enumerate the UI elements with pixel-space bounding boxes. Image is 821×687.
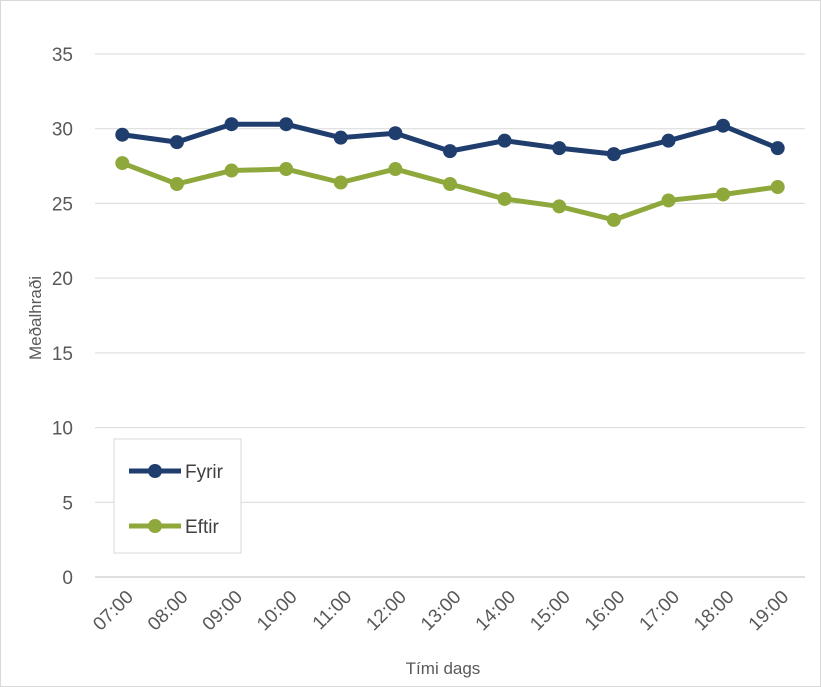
data-point-fyrir [224, 117, 239, 132]
data-point-fyrir [552, 141, 567, 156]
x-axis-title: Tími dags [406, 659, 481, 678]
series-line-eftir [119, 160, 781, 223]
series-layer [115, 117, 785, 227]
y-tick-label: 0 [62, 568, 73, 589]
x-tick-label: 08:00 [144, 587, 192, 635]
x-tick-label: 16:00 [581, 587, 629, 635]
data-point-eftir [388, 162, 403, 177]
x-tick-label: 09:00 [199, 587, 247, 635]
legend-label-fyrir: Fyrir [185, 462, 224, 483]
legend-marker-eftir [148, 519, 162, 533]
legend-label-eftir: Eftir [185, 517, 219, 538]
data-point-fyrir [443, 144, 457, 159]
x-tick-label: 11:00 [309, 587, 356, 634]
data-point-eftir [115, 156, 130, 171]
y-tick-label: 10 [52, 419, 73, 440]
data-point-eftir [770, 179, 785, 194]
data-point-fyrir [606, 147, 621, 162]
y-axis-ticks: 0 5 10 15 20 25 30 35 [52, 45, 73, 589]
data-point-eftir [606, 212, 621, 227]
data-point-fyrir [497, 133, 512, 148]
data-point-fyrir [716, 118, 731, 133]
data-point-fyrir [115, 127, 130, 142]
data-point-eftir [661, 193, 676, 208]
y-tick-label: 25 [52, 194, 73, 215]
series-eftir [115, 156, 785, 227]
x-tick-label: 17:00 [636, 587, 684, 635]
x-tick-label: 07:00 [89, 587, 137, 635]
data-point-fyrir [169, 135, 184, 150]
data-point-eftir [443, 177, 457, 192]
series-fyrir [115, 117, 785, 162]
y-tick-label: 5 [62, 493, 73, 514]
data-point-eftir [552, 199, 567, 214]
y-axis-title: Meðalhraði [26, 276, 45, 360]
data-point-fyrir [388, 126, 403, 141]
legend-item-eftir: Eftir [129, 517, 219, 538]
y-tick-label: 20 [52, 269, 73, 290]
x-tick-label: 13:00 [417, 587, 465, 635]
y-tick-label: 35 [52, 45, 73, 66]
legend-item-fyrir: Fyrir [129, 462, 224, 483]
y-tick-label: 15 [52, 344, 73, 365]
data-point-fyrir [333, 130, 348, 145]
data-point-fyrir [279, 117, 294, 132]
data-point-eftir [224, 163, 239, 178]
x-tick-label: 19:00 [745, 587, 793, 635]
x-tick-label: 15:00 [526, 587, 574, 635]
data-point-fyrir [661, 133, 676, 148]
x-axis-ticks: 07:00 08:00 09:00 10:00 11:00 12:00 13:00 14:00… [89, 587, 793, 635]
data-point-fyrir [770, 141, 785, 156]
legend-box [113, 438, 242, 554]
x-tick-label: 12:00 [362, 587, 410, 635]
data-point-eftir [333, 175, 348, 190]
data-point-eftir [169, 177, 184, 192]
data-point-eftir [497, 191, 512, 206]
x-tick-label: 10:00 [253, 587, 301, 635]
data-point-eftir [716, 187, 731, 202]
x-tick-label: 14:00 [472, 587, 520, 635]
legend: Fyrir Eftir [113, 438, 242, 554]
legend-marker-fyrir [148, 464, 162, 478]
y-tick-label: 30 [52, 120, 73, 141]
x-tick-label: 18:00 [690, 587, 738, 635]
data-point-eftir [279, 162, 294, 177]
